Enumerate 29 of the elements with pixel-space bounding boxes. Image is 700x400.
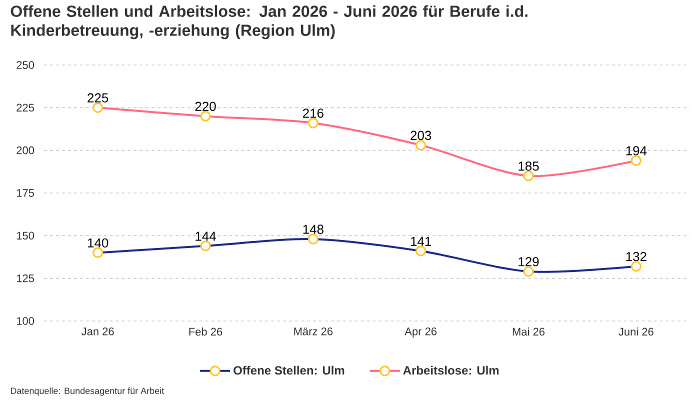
x-tick-label: Juni 26: [618, 328, 654, 336]
y-tick-label: 175: [16, 189, 34, 197]
data-label: 140: [88, 238, 108, 248]
x-tick-label: Mai 26: [512, 328, 545, 336]
data-label: 144: [196, 232, 216, 241]
data-label: 220: [195, 102, 216, 111]
y-tick-label: 225: [16, 104, 34, 112]
legend-label: Arbeitslose: Ulm: [403, 366, 499, 375]
data-label: 225: [88, 93, 108, 102]
chart-title: Offene Stellen und Arbeitslose: Jan 2026 - Juni 2026 für Berufe i.d. Kinderbetreuung, -erziehung (Region Ulm): [10, 5, 528, 40]
data-label: 194: [626, 146, 647, 156]
legend-label: Offene Stellen: Ulm: [234, 366, 344, 375]
data-label: 203: [410, 130, 432, 140]
x-tick-label: Apr 26: [404, 328, 437, 338]
x-tick-label: Jan 26: [81, 328, 114, 336]
data-label: 141: [410, 236, 432, 246]
y-tick-label: 150: [16, 232, 34, 240]
data-label: 132: [626, 252, 646, 262]
y-tick-label: 100: [16, 317, 34, 325]
x-tick-label: Feb 26: [189, 328, 222, 336]
text: Datenquelle: Bundesagentur für Arbeit: [10, 387, 164, 396]
x-tick-label: März 26: [294, 328, 333, 336]
y-tick-label: 200: [16, 146, 34, 154]
y-tick-label: 125: [16, 274, 34, 282]
data-label: 129: [518, 257, 539, 266]
data-label: 185: [518, 162, 539, 171]
data-label: 148: [303, 224, 324, 234]
y-tick-label: 250: [16, 61, 34, 69]
data-label: 216: [302, 108, 324, 118]
